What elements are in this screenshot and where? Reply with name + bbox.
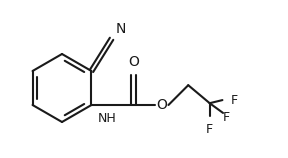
Text: N: N bbox=[115, 22, 126, 36]
Text: F: F bbox=[230, 94, 238, 107]
Text: O: O bbox=[156, 98, 167, 112]
Text: F: F bbox=[206, 123, 213, 136]
Text: F: F bbox=[223, 111, 230, 125]
Text: NH: NH bbox=[98, 112, 117, 125]
Text: O: O bbox=[128, 55, 139, 69]
